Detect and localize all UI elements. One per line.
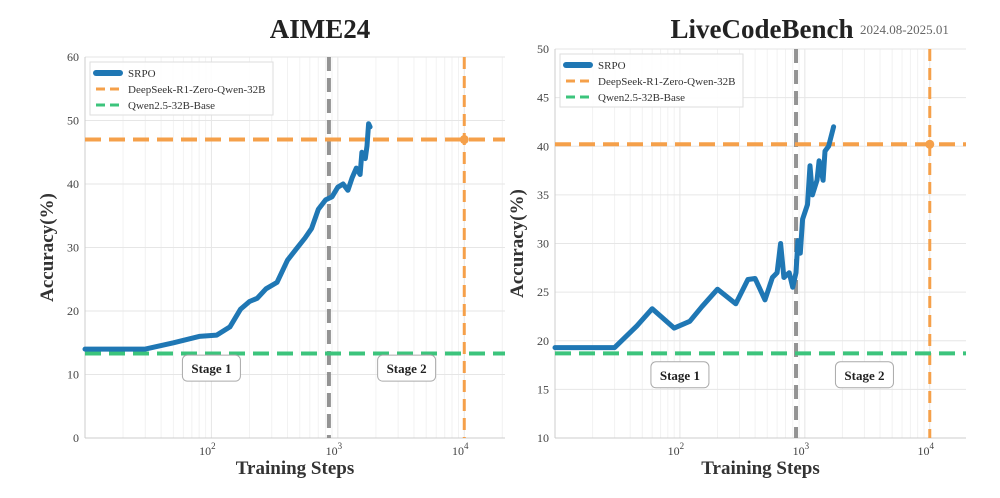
x-tick-base: 10 <box>452 444 464 458</box>
legend-label: Qwen2.5-32B-Base <box>598 92 685 104</box>
stage-label-box <box>650 361 710 389</box>
x-tick-base: 10 <box>668 444 680 458</box>
x-tick-exponent: 3 <box>338 441 343 451</box>
y-tick-label: 20 <box>537 334 549 348</box>
x-tick-exponent: 3 <box>805 441 810 451</box>
x-tick-label: 104 <box>918 441 935 458</box>
legend-label: Qwen2.5-32B-Base <box>128 100 215 112</box>
x-tick-label: 102 <box>668 441 685 458</box>
legend-label: DeepSeek-R1-Zero-Qwen-32B <box>128 84 265 96</box>
x-tick-exponent: 4 <box>464 441 469 451</box>
x-tick-base: 10 <box>326 444 338 458</box>
legend-label: SRPO <box>598 60 626 72</box>
stage-label-box <box>377 354 437 382</box>
chart-title: AIME24 <box>270 14 371 44</box>
y-tick-label: 25 <box>537 285 549 299</box>
x-tick-exponent: 4 <box>930 441 935 451</box>
x-tick-label: 103 <box>793 441 810 458</box>
legend-label: SRPO <box>128 68 156 80</box>
y-axis-label: Accuracy(%) <box>507 189 528 298</box>
stage-label-box <box>181 354 241 382</box>
y-tick-label: 30 <box>67 241 79 255</box>
y-tick-label: 35 <box>537 188 549 202</box>
y-tick-label: 20 <box>67 304 79 318</box>
x-axis-label: Training Steps <box>236 458 354 479</box>
y-tick-label: 50 <box>537 42 549 56</box>
srpo-line <box>82 121 373 352</box>
stage-label-2: Stage 2 <box>844 368 884 383</box>
y-tick-label: 60 <box>67 50 79 64</box>
y-tick-label: 40 <box>537 139 549 153</box>
y-tick-label: 10 <box>537 431 549 445</box>
y-tick-label: 15 <box>537 382 549 396</box>
stage-label-2: Stage 2 <box>387 361 427 376</box>
chart-title: LiveCodeBench <box>670 14 853 44</box>
x-tick-label: 104 <box>452 441 469 458</box>
x-axis-label: Training Steps <box>701 458 819 479</box>
x-tick-base: 10 <box>918 444 930 458</box>
stage-label-1: Stage 1 <box>191 361 231 376</box>
y-tick-label: 30 <box>537 237 549 251</box>
chart-panel-1: 102 103 104101520253035404550LiveCodeBench… <box>507 14 966 479</box>
y-tick-label: 50 <box>67 114 79 128</box>
x-tick-label: 103 <box>326 441 343 458</box>
x-tick-exponent: 2 <box>211 441 216 451</box>
deepseek-marker <box>459 135 469 145</box>
srpo-line <box>552 124 837 351</box>
x-tick-label: 102 <box>199 441 216 458</box>
x-tick-base: 10 <box>793 444 805 458</box>
y-tick-label: 0 <box>73 431 79 445</box>
stage-label-1: Stage 1 <box>660 368 700 383</box>
y-tick-label: 40 <box>67 177 79 191</box>
stage-label-box <box>834 361 894 389</box>
x-tick-base: 10 <box>199 444 211 458</box>
legend-label: DeepSeek-R1-Zero-Qwen-32B <box>598 76 735 88</box>
deepseek-marker <box>925 139 935 149</box>
y-tick-label: 10 <box>67 368 79 382</box>
x-tick-exponent: 2 <box>680 441 685 451</box>
y-axis-label: Accuracy(%) <box>37 193 58 302</box>
y-tick-label: 45 <box>537 91 549 105</box>
chart-subtitle: 2024.08-2025.01 <box>860 22 949 37</box>
